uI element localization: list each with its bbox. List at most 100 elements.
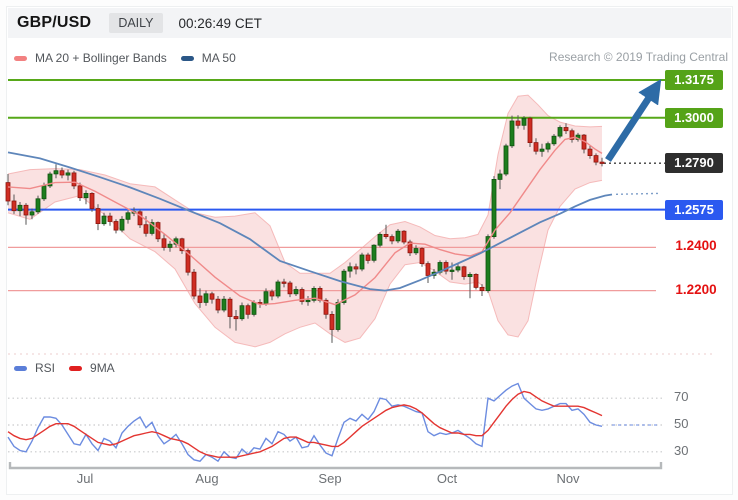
candle-body <box>371 244 377 261</box>
legend-label: MA 20 + Bollinger Bands <box>35 51 167 65</box>
ma20-line <box>7 136 603 306</box>
ma50-projection <box>615 192 659 195</box>
candle-body <box>185 250 191 273</box>
candle-body <box>353 266 359 270</box>
candle-body <box>557 127 563 137</box>
candle-body <box>383 233 389 237</box>
candle-body <box>527 117 533 143</box>
legend-item: 9MA <box>69 361 115 375</box>
rsi-legend: RSI 9MA <box>14 361 129 375</box>
timeframe-badge[interactable]: DAILY <box>109 13 163 33</box>
candle-body <box>461 266 467 277</box>
bullish-forecast-arrow <box>605 79 662 162</box>
legend-item: MA 20 + Bollinger Bands <box>14 51 167 65</box>
candle-body <box>65 172 71 176</box>
candle-body <box>113 221 119 231</box>
legend-swatch-icon <box>14 365 27 371</box>
candle-body <box>221 298 227 311</box>
candle-body <box>239 305 245 320</box>
rsi-line <box>7 382 603 463</box>
candle-body <box>233 316 239 320</box>
main-chart-legend: MA 20 + Bollinger Bands MA 50 <box>14 51 250 65</box>
rsi-9ma-line <box>7 390 603 458</box>
candle-body <box>335 302 341 330</box>
legend-label: MA 50 <box>201 51 236 65</box>
candle-body <box>119 218 125 231</box>
chart-card: GBP/USD DAILY 00:26:49 CET <box>6 6 733 495</box>
candle-body <box>83 192 89 199</box>
candle-body <box>419 248 425 265</box>
candle-body <box>287 282 293 295</box>
candle-body <box>29 211 35 216</box>
candle-body <box>167 243 173 248</box>
candle-body <box>515 120 521 126</box>
candle-body <box>569 130 575 140</box>
legend-label: 9MA <box>90 361 115 375</box>
candle-body <box>449 269 455 272</box>
candle-body <box>599 161 605 164</box>
time-axis <box>8 462 663 470</box>
candle-body <box>209 293 215 300</box>
candle-body <box>77 185 83 199</box>
legend-swatch-icon <box>180 55 194 61</box>
bollinger-upper-line <box>7 94 603 274</box>
candle-body <box>359 254 365 270</box>
candle-body <box>311 287 317 301</box>
candle-body <box>377 233 383 246</box>
candle-body <box>395 230 401 242</box>
candle-body <box>497 173 503 180</box>
candle-body <box>227 298 233 317</box>
candle-body <box>563 127 569 132</box>
candle-body <box>281 281 287 284</box>
candle-body <box>293 289 299 295</box>
candle-body <box>407 241 413 254</box>
candle-body <box>215 298 221 311</box>
candle-body <box>53 170 59 175</box>
candle-body <box>101 215 107 225</box>
candle-body <box>347 266 353 272</box>
candle-body <box>71 172 77 187</box>
candle-body <box>401 230 407 243</box>
bollinger-band-fill <box>8 95 602 347</box>
candle-body <box>11 200 17 212</box>
candle-body <box>275 281 281 297</box>
candle-body <box>143 224 149 234</box>
clock-time: 00:26:49 CET <box>178 15 262 31</box>
candle-body <box>17 204 23 212</box>
candle-body <box>245 305 251 315</box>
candle-body <box>425 263 431 276</box>
candle-body <box>539 148 545 152</box>
candle-body <box>341 270 347 303</box>
candle-body <box>149 222 155 234</box>
candle-body <box>389 236 395 242</box>
candle-body <box>305 299 311 303</box>
candle-body <box>443 262 449 272</box>
candle-body <box>413 248 419 254</box>
header-bar: GBP/USD DAILY 00:26:49 CET <box>8 8 731 38</box>
ma50-line <box>7 151 613 292</box>
legend-label: RSI <box>35 361 56 375</box>
candle-body <box>317 287 323 301</box>
candle-body <box>197 295 203 303</box>
candle-body <box>47 173 53 187</box>
candle-body <box>323 299 329 315</box>
candle-body <box>455 266 461 271</box>
candle-body <box>365 254 371 261</box>
legend-swatch-icon <box>14 55 27 61</box>
candle-body <box>203 293 209 303</box>
candle-body <box>299 289 305 302</box>
legend-item: RSI <box>14 361 55 375</box>
candle-body <box>485 236 491 292</box>
candle-body <box>179 238 185 252</box>
candle-body <box>473 273 479 288</box>
candle-body <box>329 313 335 330</box>
candle-body <box>251 302 257 315</box>
candle-body <box>593 155 599 163</box>
candle-body <box>95 208 101 225</box>
candle-body <box>41 185 47 200</box>
candle-body <box>545 143 551 150</box>
candle-body <box>503 145 509 175</box>
candle-body <box>269 291 275 297</box>
